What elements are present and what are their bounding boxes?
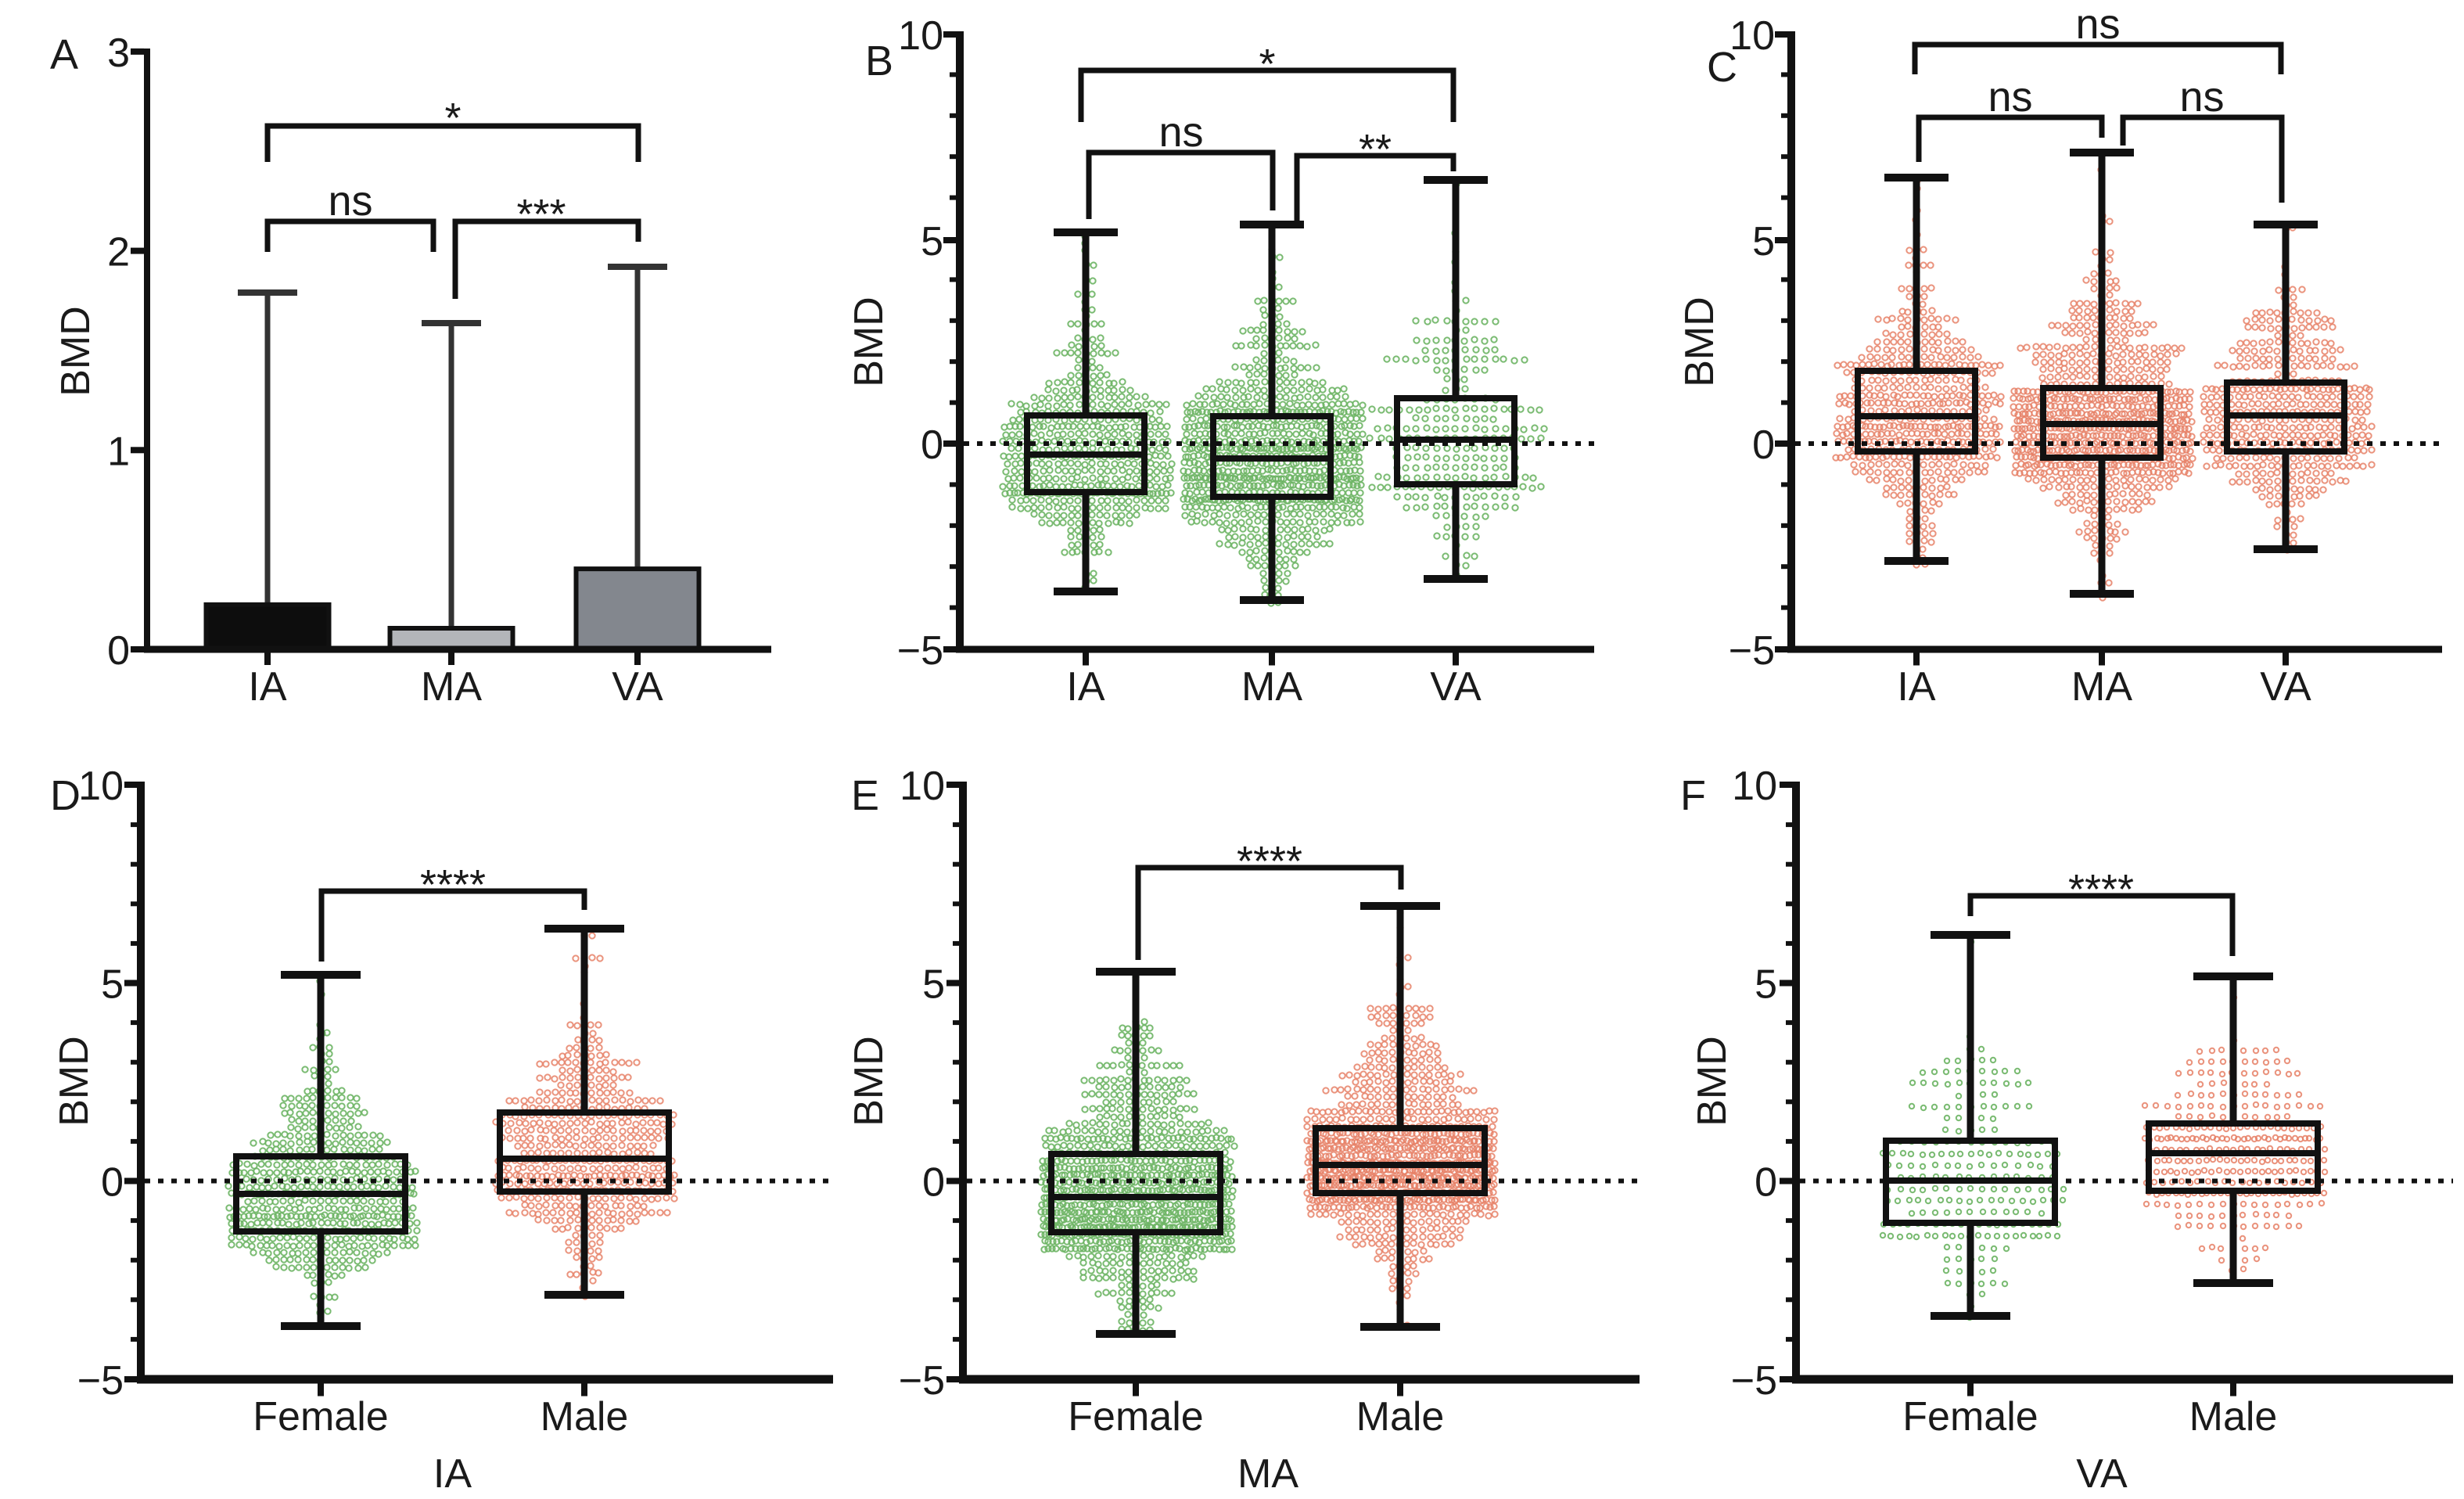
svg-text:3: 3 <box>107 31 130 76</box>
svg-text:−5: −5 <box>77 1358 124 1404</box>
svg-text:−5: −5 <box>897 628 943 674</box>
svg-text:A: A <box>50 31 78 78</box>
svg-text:5: 5 <box>921 219 943 264</box>
svg-text:10: 10 <box>78 764 124 809</box>
svg-text:*: * <box>444 95 461 142</box>
svg-text:BMD: BMD <box>846 297 892 387</box>
svg-text:−5: −5 <box>1729 628 1775 674</box>
svg-text:VA: VA <box>2260 664 2311 710</box>
svg-text:*: * <box>1259 41 1275 88</box>
svg-text:****: **** <box>420 861 486 908</box>
svg-text:IA: IA <box>1066 664 1104 710</box>
svg-text:Male: Male <box>541 1394 629 1440</box>
svg-text:MA: MA <box>1241 664 1302 710</box>
svg-text:***: *** <box>516 191 566 238</box>
svg-text:ns: ns <box>2179 74 2224 120</box>
svg-text:5: 5 <box>101 962 124 1008</box>
svg-text:0: 0 <box>101 1160 124 1206</box>
svg-text:ns: ns <box>328 178 372 225</box>
svg-text:**: ** <box>1359 126 1392 173</box>
svg-text:IA: IA <box>248 664 286 710</box>
svg-text:2: 2 <box>107 230 130 275</box>
svg-text:BMD: BMD <box>1677 297 1722 387</box>
svg-text:BMD: BMD <box>53 306 99 397</box>
svg-text:5: 5 <box>1752 219 1775 264</box>
svg-text:ns: ns <box>1158 109 1203 156</box>
svg-text:VA: VA <box>1430 664 1482 710</box>
svg-text:B: B <box>865 38 893 84</box>
svg-text:MA: MA <box>2071 664 2132 710</box>
svg-text:0: 0 <box>1752 422 1775 468</box>
svg-text:D: D <box>50 772 81 819</box>
svg-text:0: 0 <box>921 422 943 468</box>
svg-text:BMD: BMD <box>52 1036 97 1127</box>
svg-text:Female: Female <box>253 1394 388 1440</box>
svg-text:1: 1 <box>107 429 130 474</box>
svg-text:IA: IA <box>433 1451 472 1497</box>
svg-text:IA: IA <box>1897 664 1935 710</box>
svg-text:0: 0 <box>107 628 130 674</box>
svg-text:VA: VA <box>612 664 663 710</box>
svg-text:ns: ns <box>2075 1 2120 48</box>
svg-text:C: C <box>1707 44 1737 91</box>
svg-text:MA: MA <box>421 664 482 710</box>
svg-text:ns: ns <box>1988 74 2032 120</box>
svg-text:10: 10 <box>898 13 943 59</box>
